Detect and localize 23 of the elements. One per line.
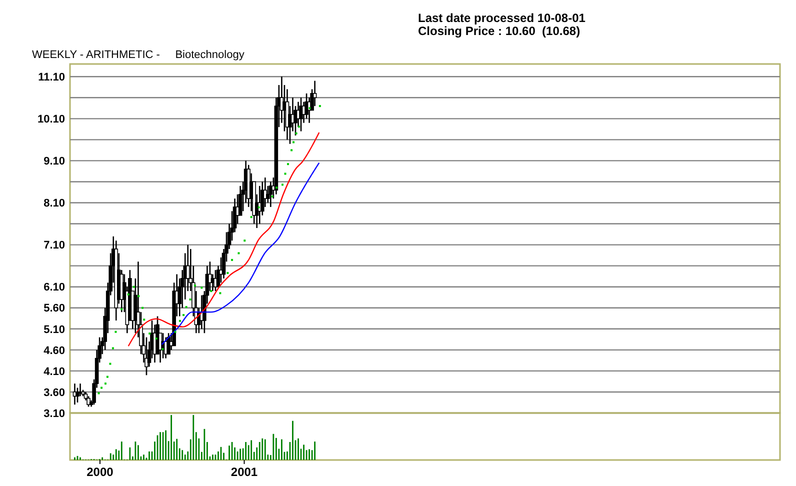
y-tick-label: 10.10 <box>37 114 65 126</box>
y-tick-label: 11.10 <box>38 71 65 84</box>
candlestick <box>144 336 148 376</box>
candlestick <box>307 96 312 124</box>
x-tick-label: 2001 <box>230 465 258 479</box>
y-tick-label: 4.10 <box>44 366 65 378</box>
chart-subtitle: Closing Price : 10.60 (10.68) <box>418 24 580 38</box>
y-tick-label: 6.10 <box>44 282 65 294</box>
y-tick-label: 7.10 <box>44 240 65 252</box>
candlestick <box>304 92 308 120</box>
chart-title: Last date processed 10-08-01 <box>418 11 586 25</box>
candlestick <box>312 80 317 107</box>
y-tick-label: 8.10 <box>44 198 65 210</box>
y-tick-label: 3.10 <box>44 408 65 420</box>
x-tick-label: 2000 <box>86 465 114 479</box>
y-tick-label: 4.60 <box>44 344 65 357</box>
y-tick-label: 5.60 <box>44 302 65 315</box>
candlestick <box>258 185 262 224</box>
line-series <box>128 132 320 347</box>
text: WEEKLY - ARITHMETIC - Biotechnology <box>32 49 245 61</box>
y-tick-label: 9.10 <box>44 156 65 168</box>
y-tick-label: 3.60 <box>44 386 65 399</box>
y-tick-label: 5.10 <box>44 324 65 336</box>
